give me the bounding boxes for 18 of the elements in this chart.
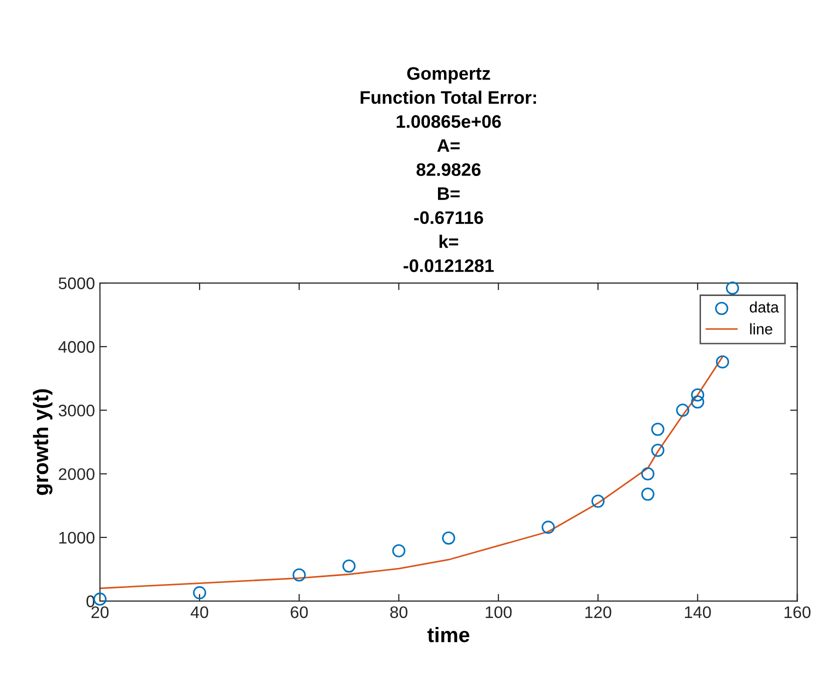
legend-label: line: [750, 323, 772, 334]
y-tick-label: 2000: [58, 468, 94, 480]
y-tick-label: 5000: [58, 277, 94, 290]
y-tick-label: 1000: [59, 532, 94, 544]
y-axis-title: growth y(t): [32, 389, 52, 495]
chart-title: Gompertz Function Total Error: 1.00865e+06 A= 82.9826 B= -0.67116 k= -0.0121281: [360, 67, 536, 272]
x-tick-label: 40: [190, 606, 208, 618]
x-tick-label: 140: [684, 606, 711, 618]
y-tick-label: 3000: [58, 404, 94, 416]
x-tick-label: 60: [290, 606, 308, 618]
x-axis-title: time: [427, 626, 470, 642]
legend-label: data: [750, 301, 779, 313]
x-tick-label: 20: [92, 606, 109, 618]
x-tick-label: 80: [390, 606, 408, 618]
x-tick-label: 120: [585, 606, 612, 618]
x-tick-label: 100: [486, 606, 512, 618]
y-tick-label: 4000: [58, 341, 94, 353]
x-tick-label: 160: [784, 606, 810, 618]
